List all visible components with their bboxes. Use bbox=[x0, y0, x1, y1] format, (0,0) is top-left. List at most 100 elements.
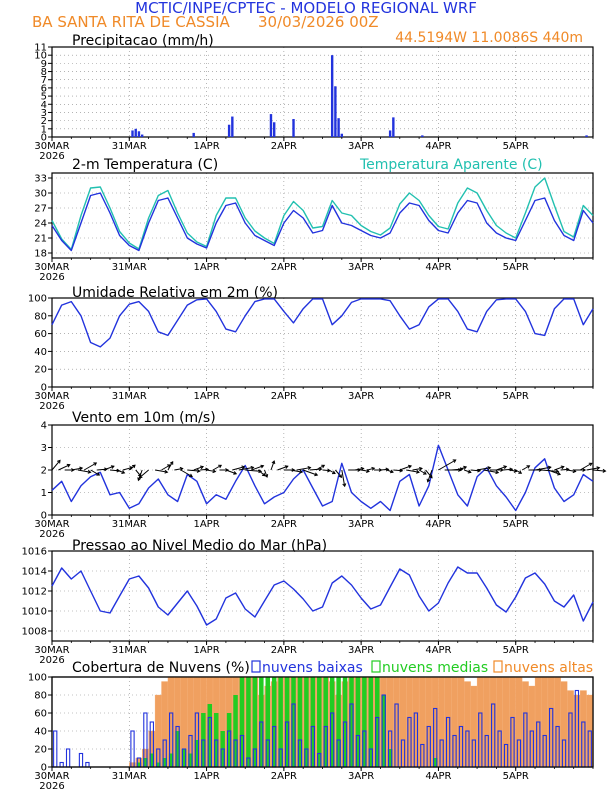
clouds-frame-top bbox=[51, 676, 594, 768]
wind-vector bbox=[187, 469, 200, 472]
cloud-high-bar bbox=[393, 676, 400, 768]
cloud-mid-bar bbox=[233, 695, 238, 767]
rh-xtick-label: 31MAR bbox=[112, 391, 147, 402]
wind-vector-head bbox=[513, 468, 518, 473]
wind-vector-head bbox=[426, 478, 431, 483]
cloud-mid-bar bbox=[239, 677, 245, 767]
wind-vector bbox=[277, 465, 288, 471]
precip-bar bbox=[292, 119, 295, 137]
wind-vector-head bbox=[314, 472, 319, 477]
rh-xtick-label: 2APR bbox=[271, 391, 297, 402]
precip-xtick-label: 4APR bbox=[425, 141, 451, 152]
cloud-low-bar bbox=[85, 761, 90, 768]
wind-vector bbox=[232, 466, 245, 471]
clouds-ytick-label: 60 bbox=[34, 709, 47, 720]
wind-vector-head bbox=[518, 470, 523, 474]
mslp-xtick-year: 2026 bbox=[39, 655, 64, 666]
cloud-low-bar bbox=[78, 752, 84, 768]
wind-vector bbox=[309, 468, 322, 471]
wind-xtick-label: 2APR bbox=[271, 519, 297, 530]
cloud-high-bar bbox=[515, 676, 523, 768]
cloud-high-bar bbox=[489, 676, 497, 768]
wind-vector bbox=[58, 464, 70, 471]
wind-vector bbox=[354, 467, 364, 471]
rh-ytick-label: 80 bbox=[34, 311, 47, 322]
cloud-mid-bar bbox=[207, 704, 213, 767]
wind-vector-head bbox=[96, 472, 101, 476]
wind-vector bbox=[406, 469, 420, 473]
cloud-mid-bar bbox=[381, 695, 386, 767]
cloud-mid-bar bbox=[317, 677, 322, 767]
wind-vector-head bbox=[371, 466, 376, 471]
wind-vector-head bbox=[225, 468, 230, 472]
precip-ytick-label: 1 bbox=[41, 124, 47, 135]
precip-bar bbox=[340, 133, 344, 137]
legend-mid-label: nuvens medias bbox=[382, 660, 488, 676]
mslp-xtick-label: 4APR bbox=[425, 645, 451, 656]
cloud-high-bar bbox=[444, 676, 452, 768]
mslp-line bbox=[51, 566, 594, 626]
rh-title: Umidade Relativa em 2m (%) bbox=[72, 285, 278, 301]
wind-vector-head bbox=[526, 465, 531, 469]
wind-vector-head bbox=[284, 465, 289, 469]
wind-vector-head bbox=[258, 469, 263, 474]
temp-xtick-label: 1APR bbox=[193, 262, 219, 273]
precip-bar bbox=[227, 124, 231, 137]
wind-vector-head bbox=[250, 465, 255, 470]
temp-xtick-label: 5APR bbox=[503, 262, 529, 273]
cloud-high-bar bbox=[560, 681, 568, 768]
cloud-mid-bar bbox=[349, 677, 354, 767]
mslp-xtick-label: 5APR bbox=[503, 645, 529, 656]
precip-xtick-label: 2APR bbox=[271, 141, 297, 152]
cloud-high-bar bbox=[470, 685, 478, 768]
legend-high-label: nuvens altas bbox=[504, 660, 593, 676]
clouds-xtick-year: 2026 bbox=[39, 781, 64, 792]
clouds-xtick-label: 30MAR bbox=[34, 771, 69, 782]
wind-vector-head bbox=[137, 477, 142, 482]
wind-vector bbox=[418, 469, 427, 475]
wind-vector bbox=[496, 465, 507, 471]
wind-ytick-label: 3 bbox=[41, 443, 47, 454]
temp-ytick-label: 24 bbox=[34, 219, 47, 230]
wind-vector-head bbox=[588, 462, 593, 467]
cloud-mid-bar bbox=[175, 731, 180, 767]
wind-vector-head bbox=[366, 469, 370, 473]
wind-vector bbox=[238, 466, 254, 471]
clouds-ytick-label: 100 bbox=[28, 673, 47, 684]
wind-vector bbox=[425, 469, 433, 478]
wind-vector bbox=[547, 469, 561, 475]
wind-vector-head bbox=[428, 474, 433, 479]
precip-xtick-label: 30MAR bbox=[34, 141, 69, 152]
precip-ytick-label: 0 bbox=[41, 133, 47, 144]
wind-ytick-label: 0 bbox=[41, 511, 47, 522]
rh-ytick-label: 40 bbox=[34, 347, 47, 358]
wind-vector-head bbox=[200, 465, 205, 470]
wind-vector-head bbox=[241, 465, 246, 470]
cloud-mid-bar bbox=[246, 677, 251, 767]
cloud-high-bar bbox=[579, 690, 587, 768]
wind-vector bbox=[412, 467, 423, 471]
wind-vector bbox=[586, 467, 600, 471]
cloud-mid-bar bbox=[168, 753, 174, 767]
precip-bar bbox=[137, 131, 141, 137]
wind-vector bbox=[579, 462, 593, 471]
cloud-mid-bar bbox=[162, 758, 167, 767]
cloud-low-bar bbox=[59, 761, 64, 768]
cloud-high-bar bbox=[161, 681, 169, 768]
clouds-xtick-label: 4APR bbox=[425, 771, 451, 782]
cloud-high-bar bbox=[129, 762, 136, 768]
wind-vector-head bbox=[233, 471, 238, 475]
wind-vector-head bbox=[196, 468, 201, 473]
precip-xtick-label: 3APR bbox=[348, 141, 374, 152]
wind-ytick-label: 4 bbox=[41, 421, 47, 432]
wind-vector bbox=[592, 469, 606, 472]
wind-vector-head bbox=[138, 474, 143, 479]
precip-frame bbox=[51, 46, 594, 138]
wind-vector bbox=[315, 464, 325, 471]
wind-vector-head bbox=[264, 473, 269, 478]
wind-vector-head bbox=[422, 471, 427, 475]
wind-vector bbox=[427, 469, 433, 482]
precip-ytick-label: 5 bbox=[41, 92, 47, 103]
wind-vector-head bbox=[565, 467, 570, 472]
